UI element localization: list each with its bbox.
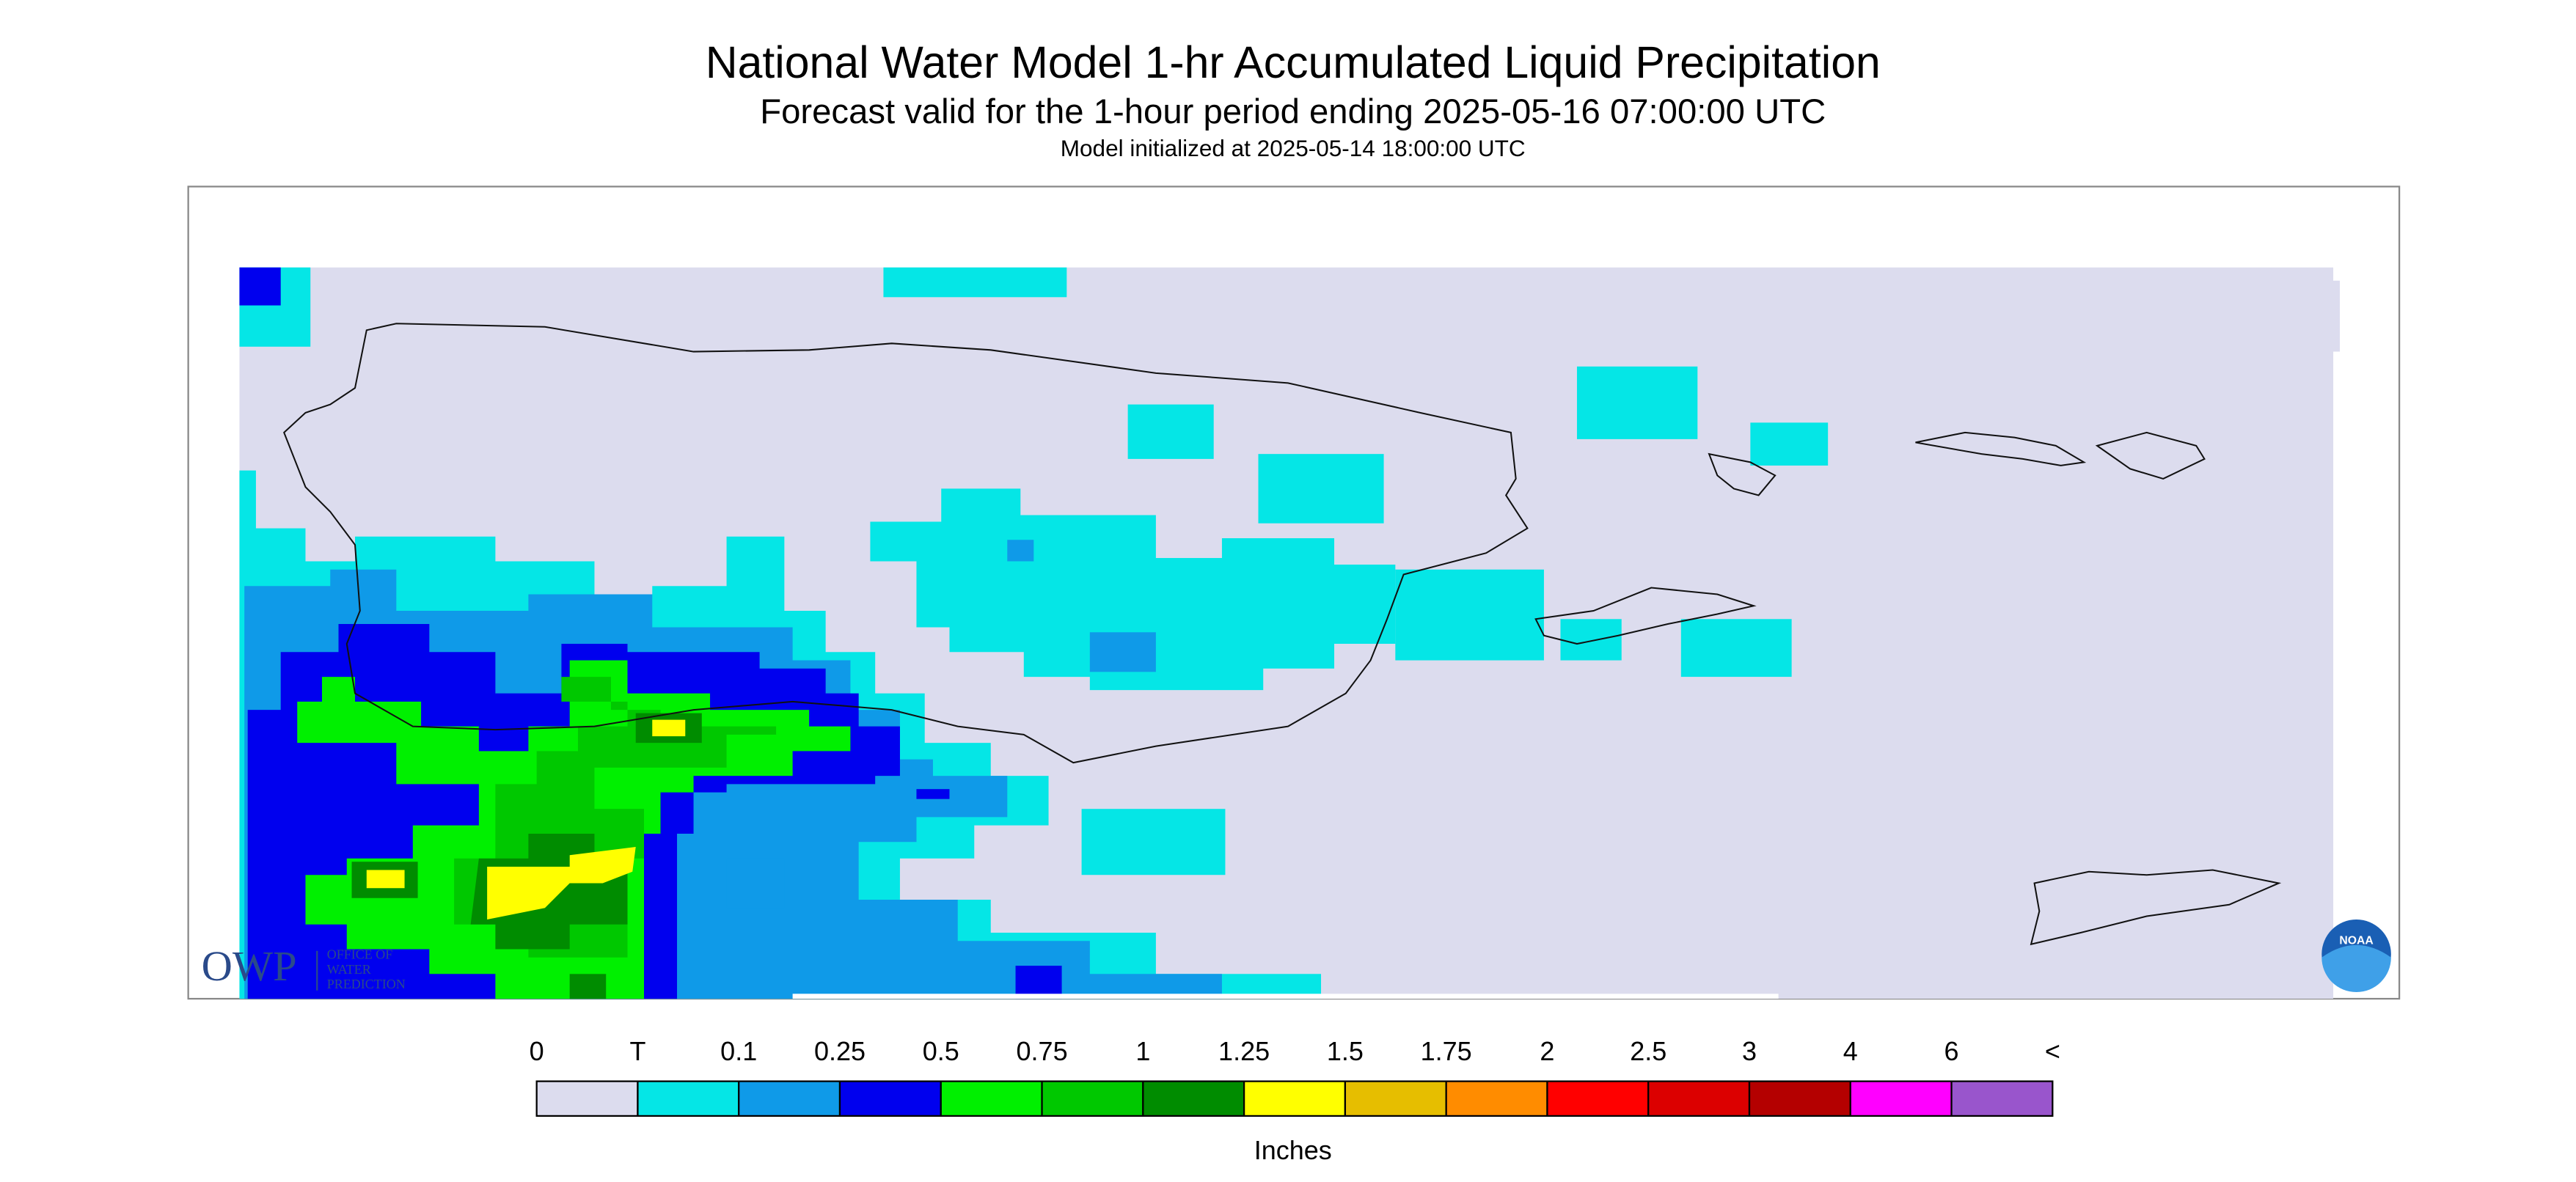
owp-line: PREDICTION <box>327 977 406 991</box>
owp-line: OFFICE OF <box>327 947 393 962</box>
legend-label: 0.1 <box>720 1036 757 1066</box>
precip-area <box>726 858 785 908</box>
noaa-wave <box>2321 944 2391 993</box>
legend-swatch <box>940 1080 1043 1117</box>
legend-label: T <box>629 1036 645 1066</box>
puerto-rico-coast <box>283 323 1529 764</box>
legend-swatch <box>637 1080 740 1117</box>
legend-swatch <box>838 1080 942 1117</box>
legend-label: 1.75 <box>1421 1036 1472 1066</box>
precip-area <box>916 789 950 799</box>
legend-label: 4 <box>1843 1036 1858 1066</box>
precip-area <box>883 267 1067 298</box>
legend-swatch <box>1647 1080 1751 1117</box>
legend: Inches 0 T 0.1 0.25 0.5 0.75 1 1.25 1.5 1.75 2 2.5 3… <box>530 1036 2060 1165</box>
precip-area <box>1089 632 1156 672</box>
legend-swatch <box>1243 1080 1347 1117</box>
no-precip <box>2328 280 2341 352</box>
precip-field <box>239 267 2341 999</box>
legend-swatch <box>1445 1080 1548 1117</box>
owp-logo: OWP OFFICE OF WATER PREDICTION <box>202 942 406 991</box>
owp-acronym: OWP <box>202 942 297 990</box>
owp-line: WATER <box>327 962 371 977</box>
data-gap <box>792 994 1779 999</box>
legend-label: 0.25 <box>814 1036 866 1066</box>
precip-area <box>1560 619 1622 661</box>
legend-label: 2.5 <box>1630 1036 1666 1066</box>
legend-swatch <box>535 1080 639 1117</box>
precip-area <box>870 488 1396 691</box>
legend-unit: Inches <box>1254 1135 1332 1165</box>
noaa-logo: NOAA <box>2321 919 2391 993</box>
precip-area <box>1576 366 1698 439</box>
precip-area <box>1015 966 1062 999</box>
legend-swatch <box>1142 1080 1245 1117</box>
legend-label: 2 <box>1540 1036 1554 1066</box>
precip-area <box>366 870 405 889</box>
legend-label: 1 <box>1135 1036 1150 1066</box>
precip-area <box>569 974 607 999</box>
vieques-coast <box>1534 587 1757 645</box>
title: National Water Model 1-hr Accumulated Li… <box>706 37 1881 87</box>
coastlines <box>283 323 2282 946</box>
legend-label: 0 <box>530 1036 544 1066</box>
precip-area <box>239 267 281 306</box>
legend-swatch <box>1950 1080 2054 1117</box>
precip-area <box>487 846 636 920</box>
precip-area <box>652 719 686 737</box>
legend-label: < <box>2045 1036 2060 1066</box>
init-time: Model initialized at 2025-05-14 18:00:00… <box>1061 135 1526 161</box>
precip-area <box>1395 569 1544 661</box>
precip-area <box>1127 404 1214 459</box>
legend-label: 1.5 <box>1327 1036 1364 1066</box>
st-croix-coast <box>2030 869 2282 946</box>
culebra-coast <box>1708 452 1777 496</box>
subtitle: Forecast valid for the 1-hour period end… <box>760 92 1826 131</box>
legend-label: 1.25 <box>1218 1036 1270 1066</box>
precip-area <box>1081 809 1226 876</box>
legend-label: 3 <box>1742 1036 1757 1066</box>
legend-label: 6 <box>1944 1036 1959 1066</box>
legend-label: 0.75 <box>1017 1036 1068 1066</box>
legend-swatch <box>738 1080 841 1117</box>
legend-swatch <box>1344 1080 1447 1117</box>
precip-area <box>1680 619 1792 678</box>
legend-swatch <box>1748 1080 1851 1117</box>
precip-area <box>1750 422 1829 466</box>
precip-area <box>1258 454 1384 524</box>
legend-swatch <box>1041 1080 1144 1117</box>
precip-area <box>1007 540 1034 562</box>
legend-swatch <box>1849 1080 1953 1117</box>
legend-label: 0.5 <box>923 1036 959 1066</box>
noaa-text: NOAA <box>2339 934 2373 947</box>
virgin-islands-coast <box>1915 431 2206 480</box>
legend-swatch <box>1546 1080 1650 1117</box>
